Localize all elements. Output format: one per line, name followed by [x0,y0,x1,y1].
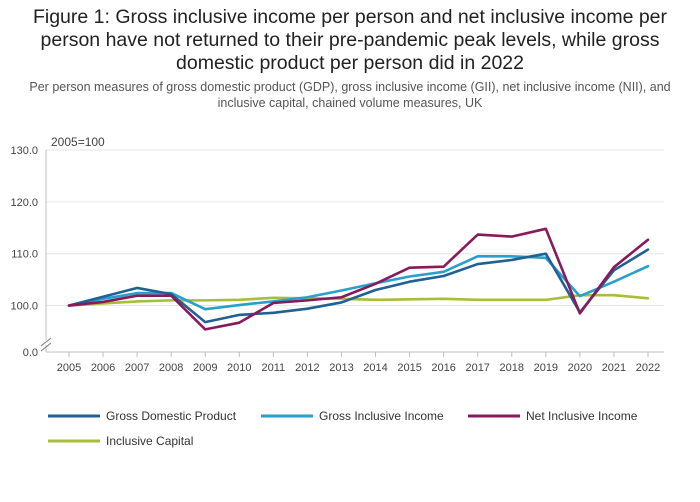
series-lines [67,227,650,331]
legend-item[interactable]: Gross Domestic Product [48,409,237,423]
x-tick-label: 2016 [431,362,455,374]
y-axis-ticks: 130.0 120.0 110.0 100.0 0.0 [10,145,38,359]
legend-label: Gross Inclusive Income [319,409,444,423]
legend-item[interactable]: Inclusive Capital [48,434,193,448]
legend-item[interactable]: Net Inclusive Income [468,409,638,423]
x-tick-label: 2012 [295,362,319,374]
x-tick-label: 2011 [262,362,286,374]
y-tick-label: 100.0 [10,301,38,313]
legend-label: Inclusive Capital [106,434,193,448]
chart-title: Figure 1: Gross inclusive income per per… [32,6,668,74]
x-tick-label: 2017 [465,362,489,374]
x-tick-label: 2014 [363,362,387,374]
x-tick-label: 2022 [636,362,660,374]
x-tick-label: 2015 [397,362,421,374]
gridlines [40,149,664,353]
x-tick-label: 2018 [500,362,524,374]
y-tick-label: 0.0 [23,347,38,359]
x-tick-label: 2005 [57,362,81,374]
x-tick-label: 2021 [602,362,626,374]
legend-item[interactable]: Gross Inclusive Income [261,409,444,423]
x-tick-label: 2007 [125,362,149,374]
legend[interactable]: Gross Domestic Product Gross Inclusive In… [48,409,638,448]
legend-label: Net Inclusive Income [526,409,638,423]
axis-break-icon [40,337,52,352]
x-tick-label: 2009 [193,362,217,374]
series-line-net-inclusive-income [67,227,650,331]
x-tick-label: 2010 [227,362,251,374]
chart-subtitle: Per person measures of gross domestic pr… [29,80,671,110]
x-axis: 2005 2006 2007 2008 2009 2010 2011 2012 2013 2014… [57,352,660,374]
y-axis-unit-label: 2005=100 [51,135,105,149]
series-line-gross-domestic-product [67,248,650,324]
x-tick-label: 2020 [568,362,592,374]
x-tick-label: 2008 [159,362,183,374]
y-tick-label: 110.0 [11,249,38,261]
x-tick-label: 2019 [534,362,558,374]
x-tick-label: 2013 [329,362,353,374]
y-tick-label: 120.0 [10,197,38,209]
y-tick-label: 130.0 [10,145,38,157]
x-tick-label: 2006 [91,362,115,374]
series-line-inclusive-capital [67,293,650,307]
legend-label: Gross Domestic Product [106,409,237,423]
